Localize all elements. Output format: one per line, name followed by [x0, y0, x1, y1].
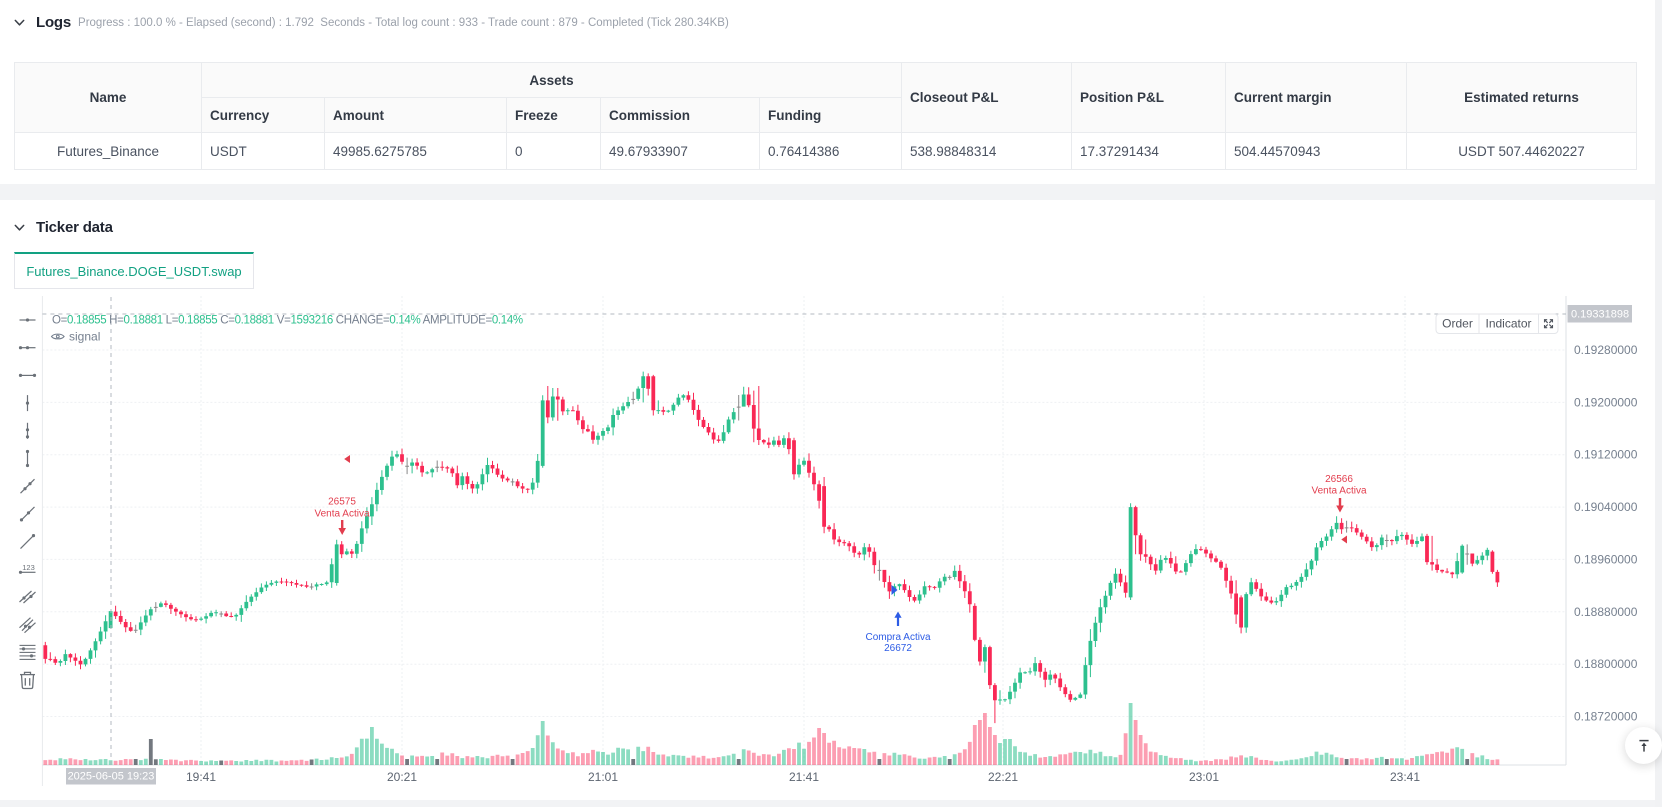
- svg-text:23:01: 23:01: [1189, 770, 1219, 784]
- svg-text:22:21: 22:21: [988, 770, 1018, 784]
- svg-text:Indicator: Indicator: [1485, 317, 1531, 331]
- svg-text:Venta Activa: Venta Activa: [314, 509, 369, 520]
- svg-text:Compra Activa: Compra Activa: [865, 632, 930, 643]
- svg-text:O=0.18855 H=0.18881 L=0.18855: O=0.18855 H=0.18881 L=0.18855 C=0.18881 …: [52, 315, 523, 327]
- svg-text:Venta Activa: Venta Activa: [1311, 486, 1366, 497]
- svg-text:21:41: 21:41: [789, 770, 819, 784]
- svg-text:20:21: 20:21: [387, 770, 417, 784]
- svg-text:0.18960000: 0.18960000: [1574, 552, 1638, 566]
- svg-text:0.19280000: 0.19280000: [1574, 343, 1638, 357]
- svg-text:0.18800000: 0.18800000: [1574, 657, 1638, 671]
- svg-text:26566: 26566: [1325, 474, 1353, 485]
- svg-text:19:41: 19:41: [186, 770, 216, 784]
- svg-text:26575: 26575: [328, 497, 356, 508]
- svg-text:Order: Order: [1442, 317, 1473, 331]
- svg-text:0.19200000: 0.19200000: [1574, 395, 1638, 409]
- svg-text:26672: 26672: [884, 643, 912, 654]
- svg-text:2025-06-05 19:23: 2025-06-05 19:23: [68, 771, 155, 783]
- svg-text:0.19120000: 0.19120000: [1574, 448, 1638, 462]
- svg-text:0.18880000: 0.18880000: [1574, 605, 1638, 619]
- svg-text:123: 123: [22, 563, 35, 572]
- svg-text:0.18720000: 0.18720000: [1574, 710, 1638, 724]
- svg-text:0.19331898: 0.19331898: [1571, 309, 1629, 321]
- svg-text:0.19040000: 0.19040000: [1574, 500, 1638, 514]
- svg-text:23:41: 23:41: [1390, 770, 1420, 784]
- svg-text:signal: signal: [69, 330, 100, 344]
- svg-text:21:01: 21:01: [588, 770, 618, 784]
